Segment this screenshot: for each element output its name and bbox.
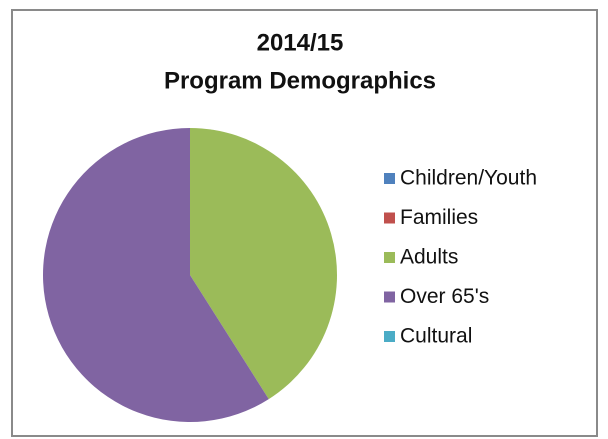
legend-label: Children/Youth bbox=[400, 167, 537, 190]
legend-label: Over 65's bbox=[400, 285, 489, 308]
legend-swatch bbox=[384, 173, 395, 184]
legend-swatch bbox=[384, 212, 395, 224]
legend-swatch bbox=[384, 291, 395, 303]
chart-title-line: Program Demographics bbox=[164, 67, 436, 94]
chart-title-line: 2014/15 bbox=[257, 29, 344, 56]
legend-swatch bbox=[384, 331, 395, 342]
pie-slice bbox=[42, 128, 269, 423]
legend-swatch bbox=[384, 252, 395, 263]
legend-label: Adults bbox=[400, 246, 458, 269]
legend-label: Families bbox=[400, 206, 478, 229]
pie-slice bbox=[190, 128, 337, 400]
legend-label: Cultural bbox=[400, 325, 472, 348]
